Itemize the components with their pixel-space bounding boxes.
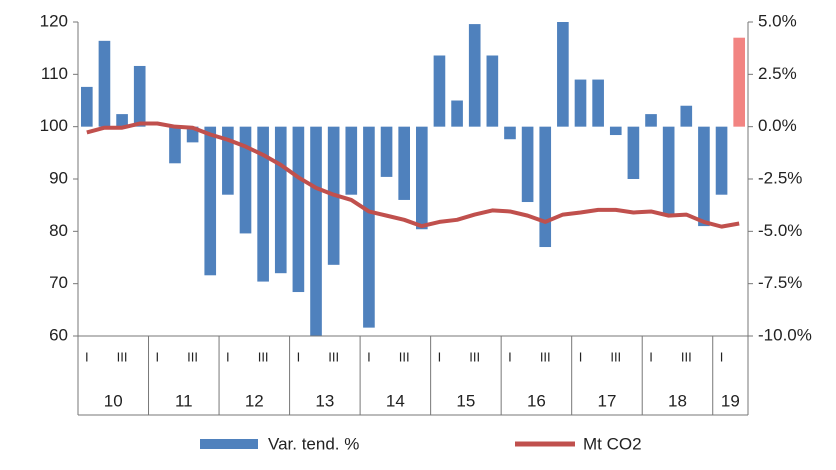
bar: [310, 126, 322, 337]
y2-tick-label: -10.0%: [758, 325, 812, 344]
group-label: 17: [597, 391, 616, 410]
bar: [345, 126, 358, 195]
bar: [662, 126, 675, 216]
legend-label: Var. tend. %: [268, 434, 359, 453]
bar: [627, 126, 640, 179]
bar: [363, 126, 375, 328]
x-tick-label: III: [469, 349, 480, 364]
x-tick-label: I: [156, 349, 160, 364]
group-label: 13: [315, 391, 334, 410]
bar: [398, 126, 411, 200]
bar: [539, 126, 552, 248]
bar: [274, 126, 287, 274]
y-tick-label: 60: [49, 325, 68, 344]
y-tick-label: 110: [41, 64, 68, 83]
bar: [204, 126, 217, 276]
legend-label: Mt CO2: [583, 434, 642, 453]
y2-tick-label: -7.5%: [758, 273, 802, 292]
bar: [504, 126, 516, 140]
group-label: 16: [527, 391, 546, 410]
x-tick-label: I: [438, 349, 442, 364]
x-tick-label: I: [720, 349, 724, 364]
group-label: 10: [104, 391, 123, 410]
bar: [521, 126, 534, 203]
bar: [609, 126, 622, 136]
x-tick-label: I: [579, 349, 583, 364]
line: [86, 121, 740, 229]
bar: [733, 37, 746, 127]
bar: [257, 126, 269, 282]
bar: [415, 126, 428, 230]
y2-tick-label: 5.0%: [758, 11, 797, 30]
x-tick-label: III: [610, 349, 621, 364]
group-label: 12: [245, 391, 264, 410]
bar: [680, 105, 693, 127]
bar: [133, 65, 146, 127]
y2-tick-label: 2.5%: [758, 64, 797, 83]
bar: [698, 126, 710, 227]
bar: [486, 55, 499, 127]
bar: [186, 126, 199, 143]
x-tick-label: I: [85, 349, 89, 364]
group-label: 18: [668, 391, 687, 410]
y-tick-label: 120: [40, 11, 68, 30]
bar: [116, 114, 128, 127]
bar: [80, 86, 93, 127]
x-tick-label: I: [508, 349, 512, 364]
bar: [645, 114, 657, 127]
y-tick-label: 70: [49, 273, 68, 292]
group-label: 19: [721, 391, 740, 410]
x-tick-label: III: [187, 349, 198, 364]
y-tick-label: 80: [49, 221, 68, 240]
bar: [239, 126, 252, 234]
x-tick-label: I: [297, 349, 301, 364]
bar: [468, 24, 481, 127]
x-tick-label: III: [540, 349, 551, 364]
y2-tick-label: -2.5%: [758, 168, 802, 187]
y2-tick-label: -5.0%: [758, 221, 802, 240]
group-label: 11: [175, 391, 193, 410]
bar: [222, 126, 234, 195]
bar: [451, 100, 463, 127]
bar: [292, 126, 305, 293]
bar: [592, 79, 604, 127]
legend-swatch: [200, 439, 258, 449]
group-label: 14: [386, 391, 405, 410]
bar: [98, 40, 111, 127]
x-tick-label: III: [399, 349, 410, 364]
y-tick-label: 90: [49, 168, 68, 187]
x-tick-label: III: [681, 349, 692, 364]
x-tick-label: III: [328, 349, 339, 364]
y-tick-label: 100: [40, 116, 68, 135]
bar: [715, 126, 728, 195]
y2-tick-label: 0.0%: [758, 116, 797, 135]
bar: [574, 79, 587, 127]
x-tick-label: III: [117, 349, 128, 364]
group-label: 15: [456, 391, 475, 410]
x-tick-label: I: [226, 349, 230, 364]
x-tick-label: III: [258, 349, 269, 364]
bar: [169, 126, 181, 164]
bar: [380, 126, 393, 177]
x-tick-label: I: [367, 349, 371, 364]
bar: [433, 55, 446, 127]
bar: [557, 22, 569, 127]
x-tick-label: I: [649, 349, 653, 364]
